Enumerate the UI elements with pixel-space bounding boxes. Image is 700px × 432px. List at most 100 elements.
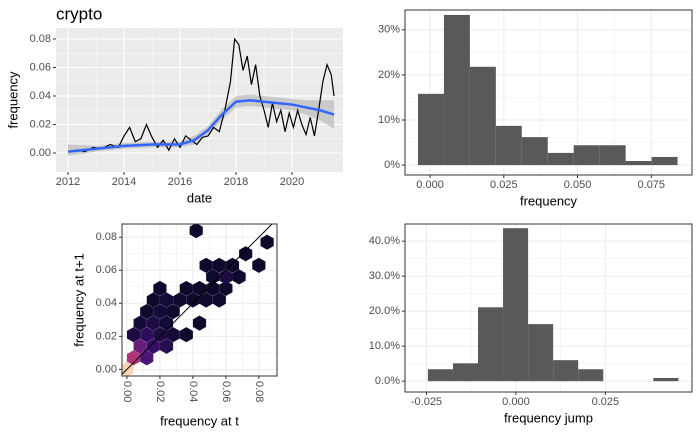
x-tick-label: 0.000 xyxy=(416,179,444,191)
bar xyxy=(427,369,453,382)
bar xyxy=(521,137,548,166)
bar xyxy=(547,152,574,166)
x-tick-label: 2020 xyxy=(280,176,304,188)
x-tick-label: 0.06 xyxy=(220,381,232,402)
hexagon xyxy=(192,315,207,331)
y-tick-label: 10% xyxy=(378,114,400,126)
bar xyxy=(417,93,444,166)
bar xyxy=(443,14,470,166)
hexagon xyxy=(212,257,226,273)
plot-border xyxy=(404,9,693,176)
hexagon xyxy=(166,327,180,343)
hexagon xyxy=(159,292,174,308)
plot-area xyxy=(427,228,679,382)
x-axis-title: frequency xyxy=(520,193,578,208)
y-tick-label: 0.00 xyxy=(30,147,51,159)
x-tick-label: 0.050 xyxy=(564,179,592,191)
bar xyxy=(478,307,504,382)
y-tick-label: 0% xyxy=(384,159,400,171)
bar xyxy=(625,161,652,166)
hexagon xyxy=(126,350,141,366)
hexagon xyxy=(140,303,154,320)
bar xyxy=(651,156,678,166)
x-tick-label: 2018 xyxy=(224,176,248,188)
y-tick-label: 0.08 xyxy=(96,231,117,243)
plot-area xyxy=(122,224,274,376)
hexagon xyxy=(153,303,167,320)
plot-area xyxy=(417,14,678,166)
bar xyxy=(599,145,626,166)
y-tick-label: 0.04 xyxy=(30,90,51,102)
x-tick-label: 0.075 xyxy=(638,179,666,191)
x-tick-label: 0.04 xyxy=(187,381,199,402)
hexagon xyxy=(260,234,274,250)
hexagon xyxy=(133,315,147,331)
hexagon xyxy=(232,269,246,285)
smooth-line xyxy=(67,99,335,153)
x-axis-title: frequency jump xyxy=(504,410,593,425)
x-tick-label: 0.025 xyxy=(490,179,518,191)
hexagon xyxy=(186,292,200,308)
bar xyxy=(469,66,496,166)
x-tick-label: 0.000 xyxy=(502,396,530,408)
y-tick-label: 0.06 xyxy=(30,61,51,73)
x-tick-label: 0.00 xyxy=(121,381,133,402)
y-tick-label: 0.08 xyxy=(30,33,51,45)
hexagon xyxy=(126,327,141,343)
bar xyxy=(553,360,579,382)
hexagon xyxy=(225,257,240,273)
x-axis-title: date xyxy=(187,190,212,205)
x-tick-label: -0.025 xyxy=(411,396,442,408)
bar xyxy=(495,125,522,166)
identity-line xyxy=(122,224,273,375)
y-tick-label: 30.0% xyxy=(369,270,400,282)
x-tick-label: 2014 xyxy=(112,176,136,188)
x-tick-label: 2016 xyxy=(168,176,192,188)
hexagon xyxy=(153,280,167,297)
hexagon xyxy=(146,292,160,308)
chart-title: crypto xyxy=(56,4,102,23)
plot-border xyxy=(121,223,278,377)
x-axis-title: frequency at t xyxy=(160,413,239,428)
bar xyxy=(653,378,679,382)
x-tick-label: 2012 xyxy=(56,176,80,188)
hexagon xyxy=(179,280,193,297)
hexagon xyxy=(239,246,253,262)
line xyxy=(67,37,335,153)
hexagon xyxy=(192,280,207,297)
hexagon xyxy=(173,292,187,308)
plot-border xyxy=(404,223,693,393)
x-tick-label: 0.08 xyxy=(253,381,265,402)
y-tick-label: 0.02 xyxy=(30,118,51,130)
hexagon xyxy=(206,280,220,297)
hexagon xyxy=(199,257,213,273)
bar xyxy=(573,145,600,166)
y-tick-label: 0.02 xyxy=(96,330,117,342)
y-tick-label: 0.06 xyxy=(96,264,117,276)
y-tick-label: 0.04 xyxy=(96,297,117,309)
y-tick-label: 0.0% xyxy=(375,375,400,387)
bar xyxy=(503,228,529,382)
hexagon xyxy=(189,224,203,239)
x-tick-label: 0.025 xyxy=(592,396,620,408)
hexagon xyxy=(179,327,193,343)
y-tick-label: 0.00 xyxy=(96,363,117,375)
y-tick-label: 10.0% xyxy=(369,340,400,352)
y-axis-title: frequency at t+1 xyxy=(71,253,86,347)
hexagon xyxy=(153,327,167,343)
y-axis-title: frequency xyxy=(5,71,20,129)
hexagon xyxy=(140,327,154,343)
bar xyxy=(452,363,479,382)
bar xyxy=(528,324,554,382)
hexagon xyxy=(133,338,147,354)
y-tick-label: 40.0% xyxy=(369,235,400,247)
x-tick-label: 0.02 xyxy=(154,381,166,402)
hexagon xyxy=(146,338,160,354)
hexagon xyxy=(159,338,174,354)
y-tick-label: 30% xyxy=(378,24,400,36)
hexagon xyxy=(166,303,180,320)
hexagon xyxy=(252,257,266,273)
hexagon xyxy=(146,315,160,331)
hexagon xyxy=(199,292,213,308)
